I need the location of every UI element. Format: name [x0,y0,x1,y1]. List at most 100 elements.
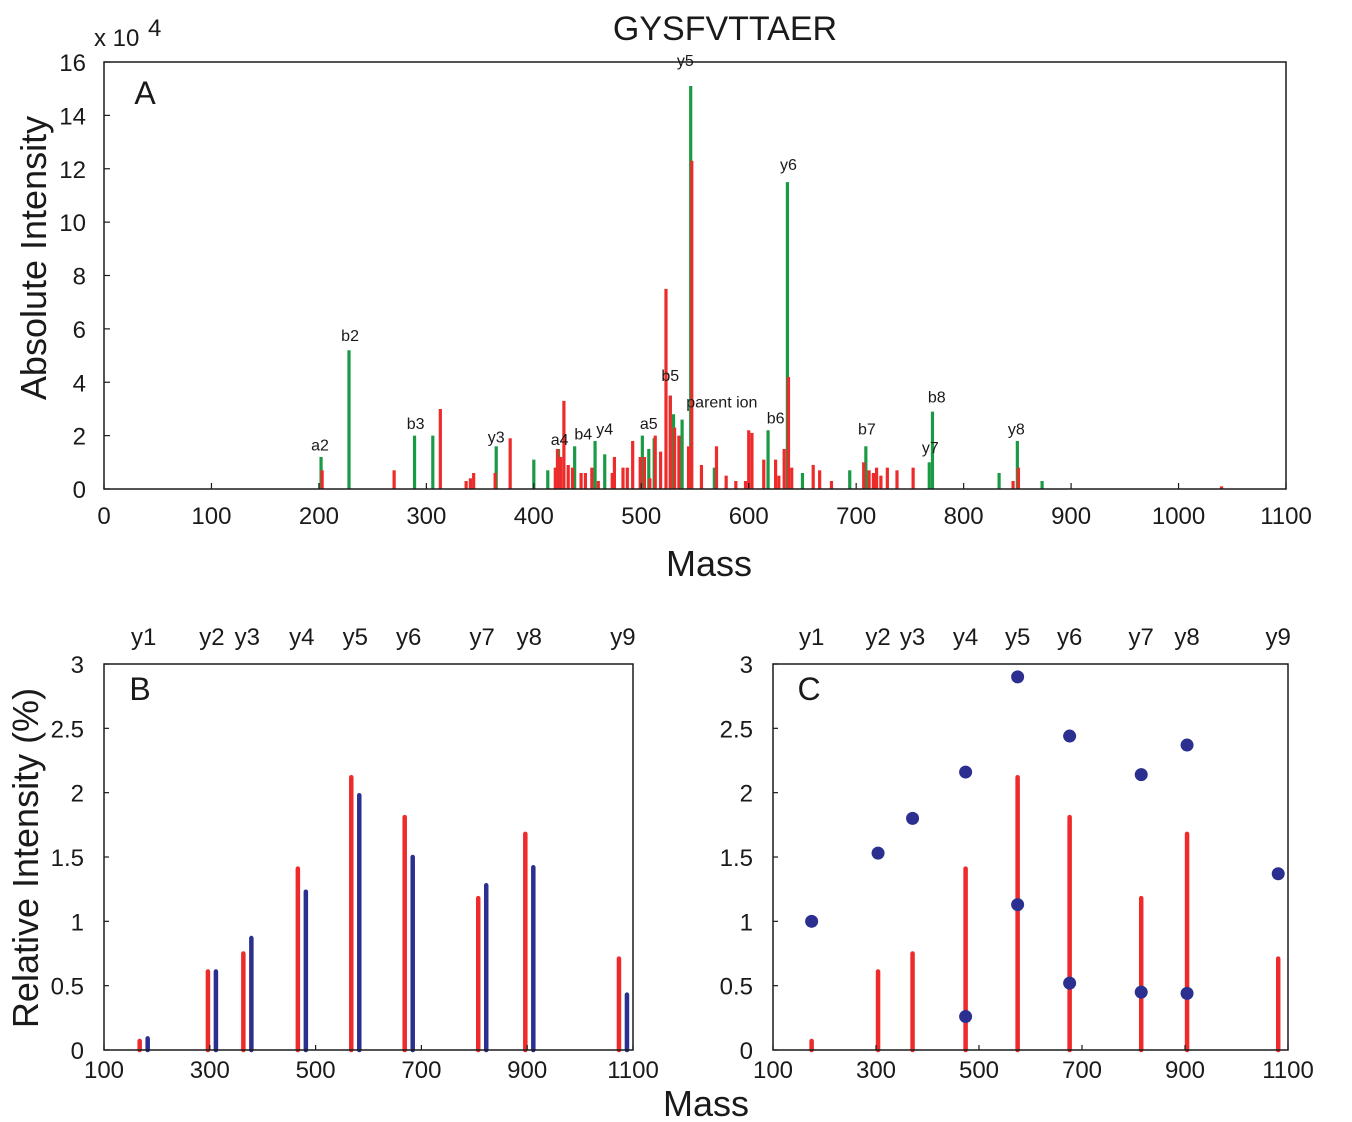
panel-a-xtick-label: 200 [299,503,339,530]
panel-c-point-navy [1271,867,1285,881]
panel-a-xtick-label: 0 [97,503,110,530]
panel-a-ion-label: b5 [661,368,679,385]
panel-a-ytick-label: 6 [73,317,86,344]
panel-c-ytick-label: 0 [740,1038,753,1065]
panel-c-point-navy [805,914,819,928]
panel-a-letter: A [134,75,156,111]
panel-c-top-label: y1 [799,624,824,651]
panel-c-point-navy [959,765,973,779]
panel-b-xtick-label: 300 [190,1057,230,1084]
panel-a-xtick-label: 800 [944,503,984,530]
panel-c-top-label: y8 [1174,624,1199,651]
panel-b-ytick-label: 2 [71,781,84,808]
panel-b-xtick-label: 900 [507,1057,547,1084]
bottom-xlabel: Mass [663,1083,749,1122]
panel-a-ytick-label: 12 [59,157,86,184]
panel-c-letter: C [797,671,820,707]
panel-a-ion-label: y3 [488,429,505,446]
panel-c-ytick-label: 3 [740,652,753,679]
panel-b-xtick-label: 1100 [607,1057,659,1084]
panel-c-top-label: y5 [1005,624,1030,651]
panel-a-ytick-label: 16 [59,50,86,77]
panel-c-xtick-label: 700 [1062,1057,1102,1084]
panel-b-top-label: y2 [199,624,224,651]
panel-a-ion-label: y6 [780,157,797,174]
panel-a-ion-label: b3 [407,416,425,433]
panel-c-point-navy [1180,986,1194,1000]
panel-b-top-label: y8 [517,624,542,651]
panel-b-letter: B [129,671,150,707]
panel-b-xtick-label: 500 [296,1057,336,1084]
panel-c-point-navy [1063,729,1077,743]
panel-c-point-navy [1180,738,1194,752]
panel-c-point-navy [1011,670,1025,684]
panel-a-ion-label: y5 [677,53,694,70]
panel-a-ion-label: y8 [1008,421,1025,438]
panel-c-xtick-label: 100 [753,1057,793,1084]
panel-c-point-navy [906,811,920,825]
panel-b-ytick-label: 0.5 [51,974,84,1001]
panel-a-xtick-label: 1000 [1152,503,1205,530]
panel-b-ytick-label: 1.5 [51,845,84,872]
panel-b-top-label: y1 [131,624,156,651]
panel-c-top-label: y2 [865,624,890,651]
panel-c-point-navy [1134,768,1148,782]
panel-a-ion-label: b6 [767,411,785,428]
panel-a-ion-label: b7 [858,421,876,438]
panel-a-ion-label: y4 [596,421,613,438]
panel-c-top-label: y6 [1057,624,1082,651]
panel-a-ytick-label: 2 [73,424,86,451]
panel-c-point-navy [1134,985,1148,999]
panel-b-top-label: y9 [610,624,635,651]
panel-b-top-label: y5 [343,624,368,651]
panel-a-ytick-label: 8 [73,264,86,291]
panel-a-ion-label: a5 [640,416,658,433]
panel-c-xtick-label: 500 [959,1057,999,1084]
panel-c-top-label: y9 [1266,624,1291,651]
panel-b-frame [103,663,634,1051]
panel-a-xtick-label: 1100 [1260,503,1312,530]
panel-c-top-label: y4 [953,624,978,651]
panel-c-ytick-label: 2 [740,781,753,808]
panel-b-ytick-label: 2.5 [51,716,84,743]
panel-c-xtick-label: 900 [1165,1057,1205,1084]
panel-c-ytick-label: 0.5 [720,974,753,1001]
panel-a-y-exponent: x 10 [94,25,139,52]
panel-a-ion-label: b4 [574,427,592,444]
panel-b-ytick-label: 3 [71,652,84,679]
panel-b-ytick-label: 1 [71,909,84,936]
panel-b-top-label: y7 [470,624,495,651]
panel-b-top-label: y4 [289,624,314,651]
panel-c-point-navy [871,846,885,860]
panel-c-point-navy [1063,976,1077,990]
panel-c-point-navy [1011,898,1025,912]
panel-b-top-label: y6 [396,624,421,651]
panel-a-xtick-label: 100 [191,503,231,530]
panel-a-xtick-label: 600 [729,503,769,530]
panel-b-xtick-label: 100 [84,1057,124,1084]
panel-a-xtick-label: 700 [836,503,876,530]
panel-a-ion-label: a4 [551,432,569,449]
panel-c-point-navy [959,1010,973,1024]
panel-a-xtick-label: 400 [514,503,554,530]
panel-c-xtick-label: 300 [856,1057,896,1084]
panel-a-ylabel: Absolute Intensity [13,116,54,400]
panel-a-ytick-label: 4 [73,370,86,397]
panel-a-ion-label: b2 [341,328,359,345]
panel-c-top-label: y7 [1129,624,1154,651]
panel-a-ion-label: b8 [928,389,946,406]
panel-a-xtick-label: 500 [621,503,661,530]
panel-c-frame [772,663,1289,1051]
panel-b-ylabel: Relative Intensity (%) [5,688,46,1028]
panel-a-ion-label: parent ion [686,395,757,412]
panel-a-ion-label: a2 [311,437,329,454]
figure-title: GYSFVTTAER [613,10,837,48]
panel-a-xtick-label: 300 [406,503,446,530]
panel-a-frame [103,61,1287,490]
panel-a-xtick-label: 900 [1051,503,1091,530]
panel-a-y-exponent-power: 4 [148,15,161,42]
panel-c-xtick-label: 1100 [1262,1057,1314,1084]
panel-a-ytick-label: 0 [73,477,86,504]
panel-c-ytick-label: 1.5 [720,845,753,872]
panel-c-ytick-label: 1 [740,909,753,936]
